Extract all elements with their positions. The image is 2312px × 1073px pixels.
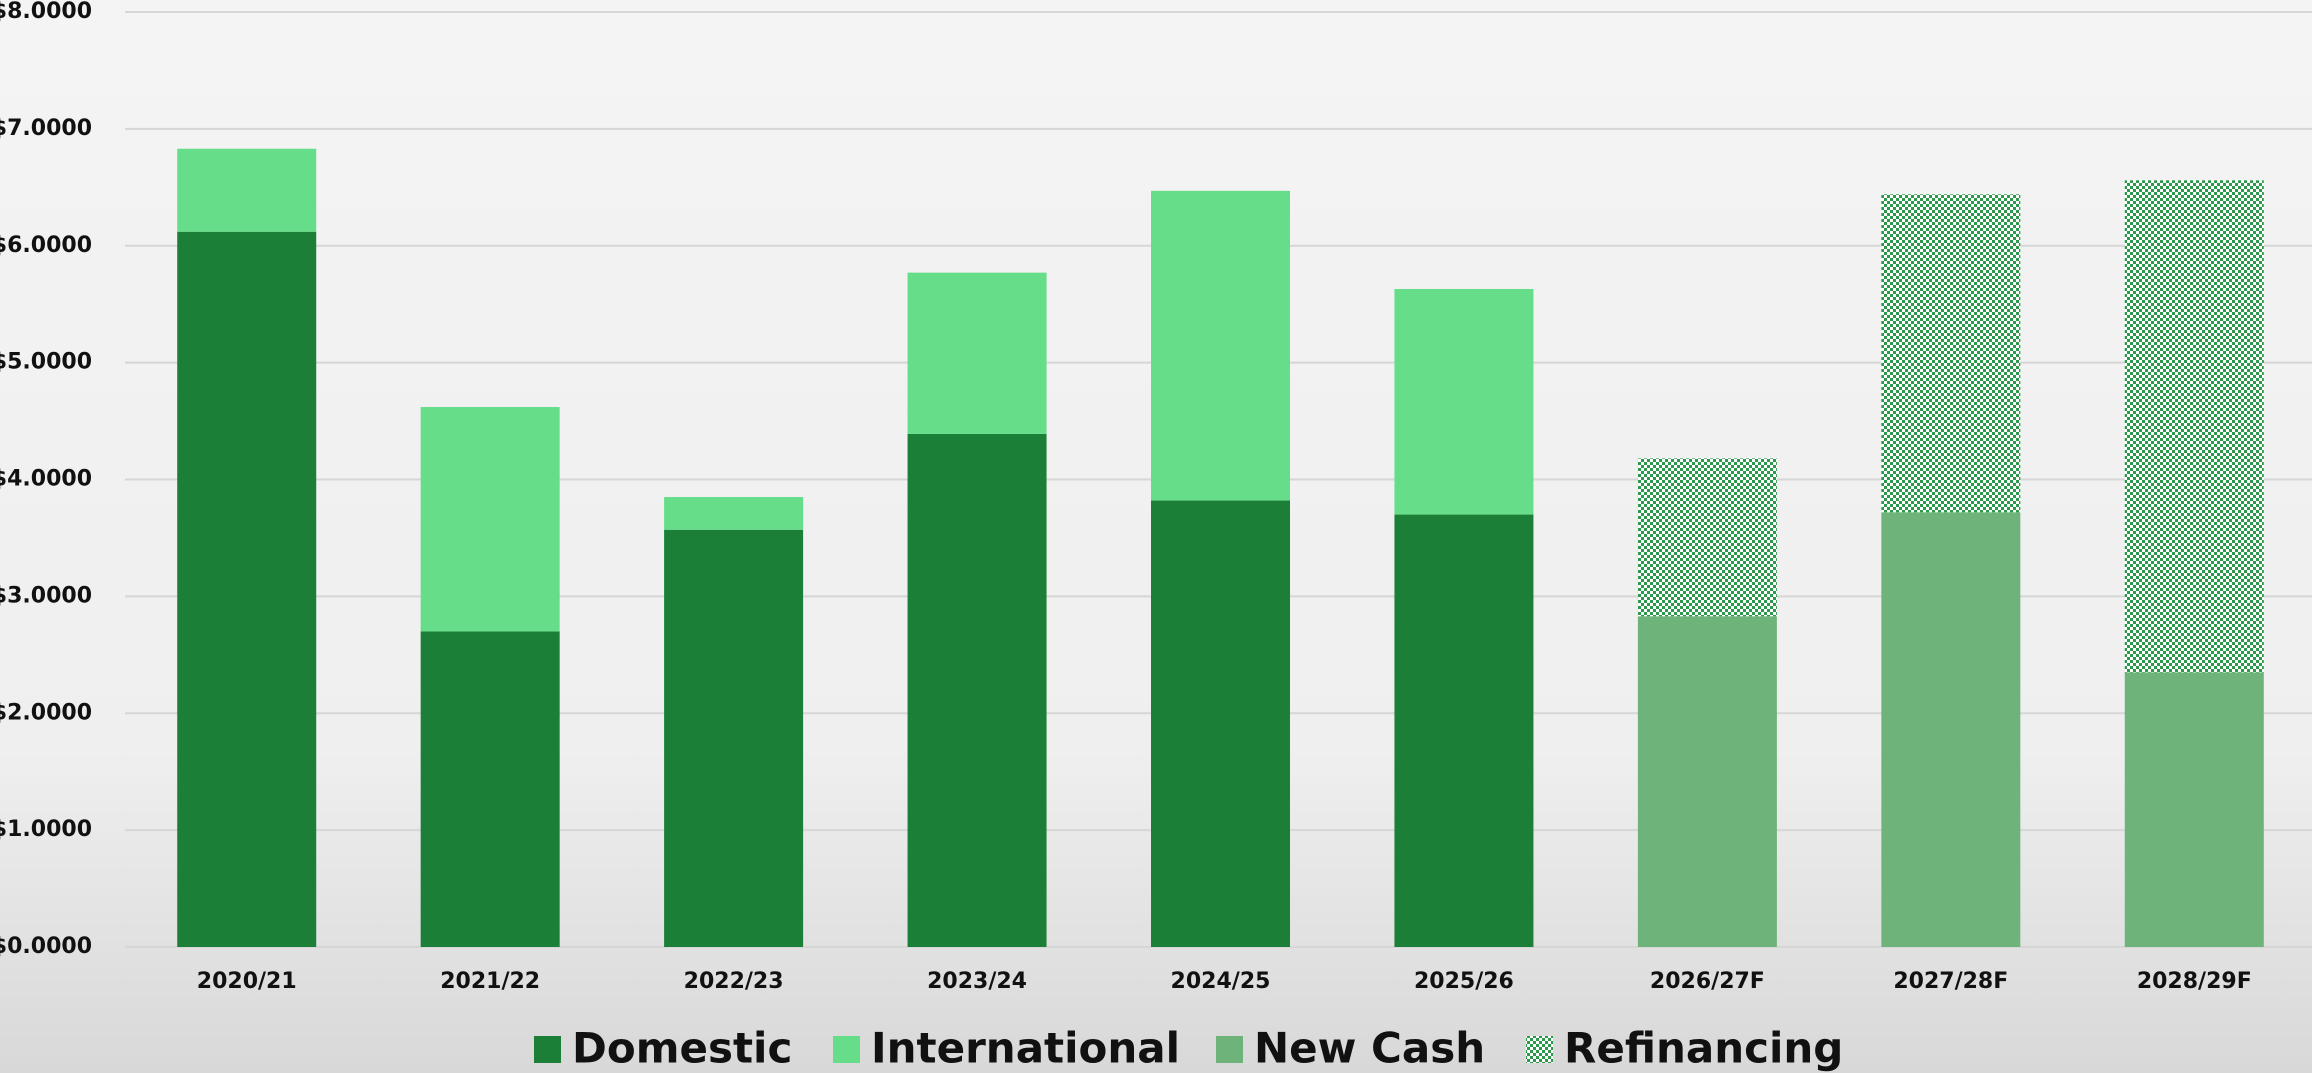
bar-segment [1394, 289, 1533, 515]
y-tick-label: $2.0000 [0, 700, 92, 725]
x-tick-label: 2021/22 [440, 969, 540, 994]
legend-label: New Cash [1254, 1024, 1485, 1073]
y-tick-label: $7.0000 [0, 116, 92, 141]
legend-swatch [534, 1036, 561, 1063]
y-tick-label: $6.0000 [0, 233, 92, 258]
bar-segment [1881, 512, 2020, 947]
x-tick-label: 2020/21 [197, 969, 297, 994]
bar-segment [2125, 180, 2264, 672]
y-tick-label: $0.0000 [0, 934, 92, 959]
x-tick-label: 2023/24 [927, 969, 1027, 994]
bar-segment [664, 497, 803, 530]
bar-segment [1638, 458, 1777, 616]
bar-segment [177, 149, 316, 232]
y-tick-label: $4.0000 [0, 467, 92, 492]
bar-segment [421, 407, 560, 631]
page: $0.0000 $1.0000 $2.0000 $3.0000 $4.0000 $5.00… [0, 0, 2312, 1073]
bar-segment [1394, 515, 1533, 947]
bar-segment [1638, 616, 1777, 947]
bar-segment [1881, 194, 2020, 512]
bar-segment [908, 434, 1047, 947]
legend-label: Refinancing [1564, 1024, 1843, 1073]
bar-segment [1151, 191, 1290, 501]
y-tick-label: $3.0000 [0, 583, 92, 608]
x-tick-label: 2028/29F [2137, 969, 2252, 994]
bar-segment [421, 631, 560, 947]
y-tick-label: $1.0000 [0, 817, 92, 842]
legend-label: Domestic [572, 1024, 792, 1073]
bar-segment [664, 530, 803, 947]
y-tick-label: $8.0000 [0, 0, 92, 24]
bar-segment [1151, 501, 1290, 947]
x-tick-label: 2025/26 [1414, 969, 1514, 994]
legend-swatch [833, 1036, 860, 1063]
bar-segment [177, 232, 316, 947]
bar-segment [2125, 672, 2264, 947]
chart: $0.0000 $1.0000 $2.0000 $3.0000 $4.0000 $5.00… [0, 0, 2312, 1073]
x-tick-label: 2027/28F [1893, 969, 2008, 994]
y-tick-label: $5.0000 [0, 350, 92, 375]
x-tick-label: 2022/23 [684, 969, 784, 994]
x-tick-label: 2026/27F [1650, 969, 1765, 994]
x-tick-label: 2024/25 [1171, 969, 1271, 994]
bar-segment [908, 273, 1047, 434]
legend-swatch [1216, 1036, 1243, 1063]
legend-swatch [1526, 1036, 1553, 1063]
legend-label: International [871, 1024, 1180, 1073]
